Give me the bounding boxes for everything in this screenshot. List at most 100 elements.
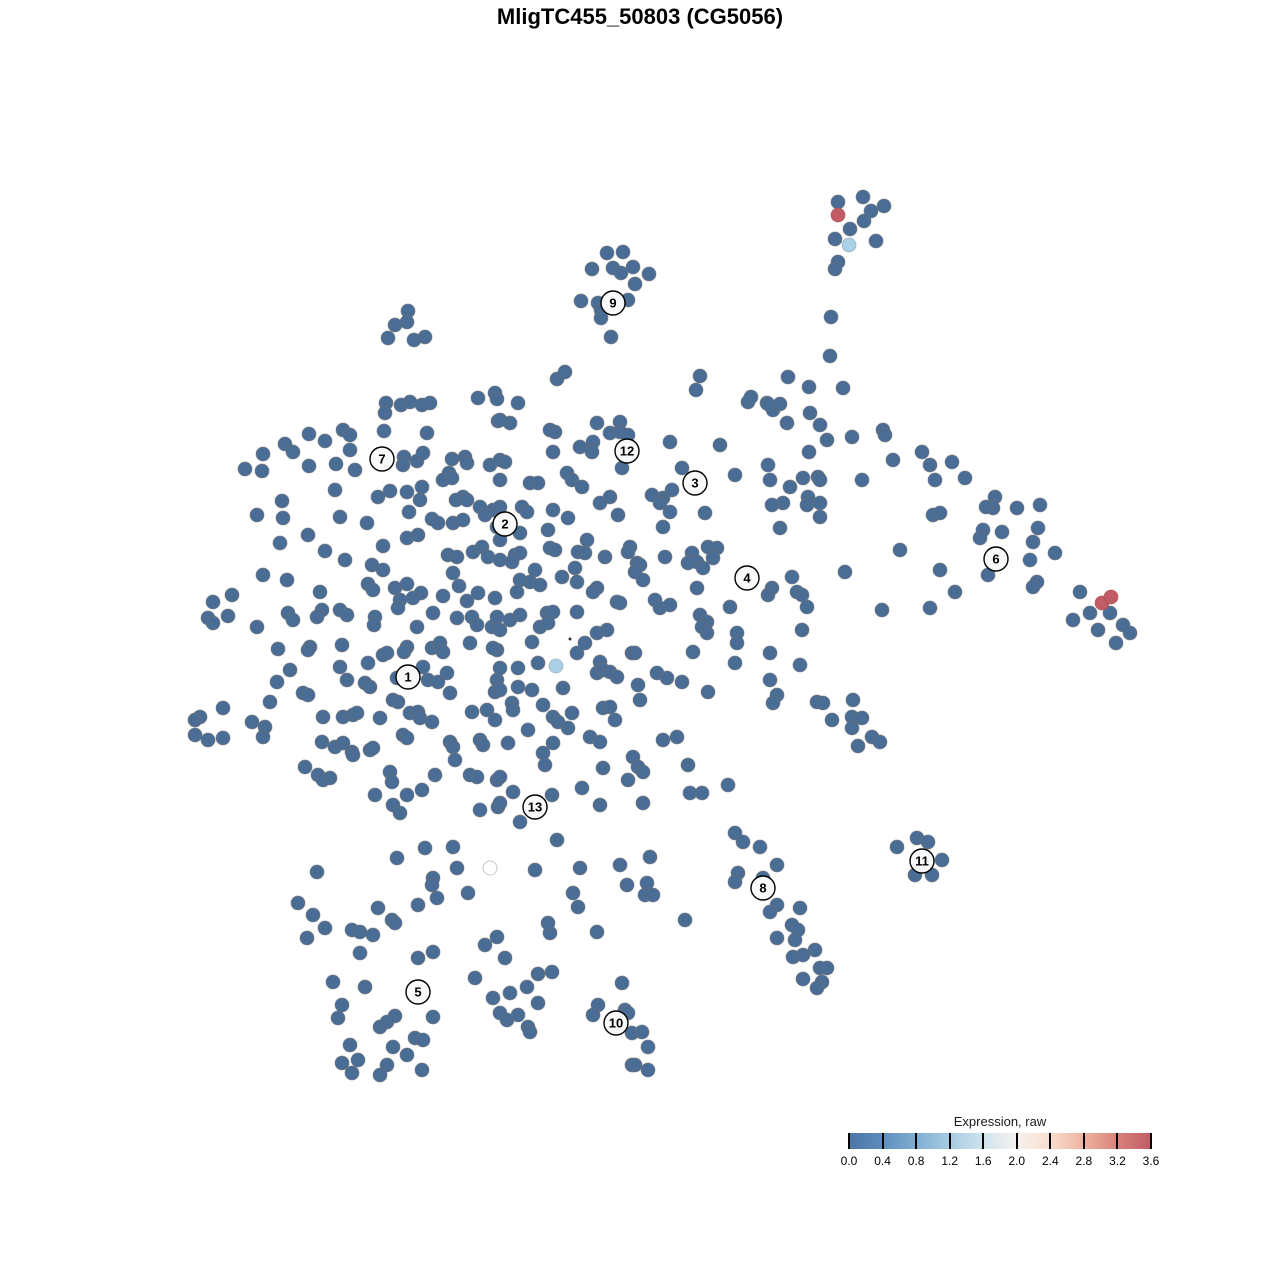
- data-point: [379, 645, 395, 661]
- data-point: [574, 780, 590, 796]
- data-point: [762, 904, 778, 920]
- data-point: [215, 700, 231, 716]
- data-point: [500, 735, 516, 751]
- data-point: [567, 560, 583, 576]
- data-point: [492, 795, 508, 811]
- data-point: [972, 530, 988, 546]
- data-point: [555, 680, 571, 696]
- data-point: [460, 885, 476, 901]
- data-point: [339, 607, 355, 623]
- data-point: [385, 1039, 401, 1055]
- data-point: [317, 920, 333, 936]
- data-point: [469, 617, 485, 633]
- data-point: [854, 472, 870, 488]
- cluster-label-5: 5: [405, 979, 431, 1005]
- data-point: [645, 887, 661, 903]
- data-point: [370, 900, 386, 916]
- data-point: [632, 692, 648, 708]
- cluster-label-10: 10: [603, 1010, 629, 1036]
- data-point: [627, 645, 643, 661]
- data-point: [564, 705, 580, 721]
- legend-tick-label: 3.2: [1109, 1154, 1126, 1168]
- data-point: [417, 840, 433, 856]
- data-point: [569, 645, 585, 661]
- data-point: [872, 734, 888, 750]
- data-point: [532, 577, 548, 593]
- data-point: [366, 617, 382, 633]
- data-point: [524, 634, 540, 650]
- data-point: [944, 454, 960, 470]
- data-point: [850, 738, 866, 754]
- data-point: [390, 694, 406, 710]
- data-point: [544, 787, 560, 803]
- data-point: [275, 510, 291, 526]
- page-title: MligTC455_50803 (CG5056): [496, 4, 784, 29]
- data-point: [255, 446, 271, 462]
- cluster-label-circle: [682, 470, 708, 496]
- data-point: [762, 672, 778, 688]
- data-point: [365, 740, 381, 756]
- data-point: [487, 712, 503, 728]
- data-point: [475, 737, 491, 753]
- cluster-label-circle: [603, 1010, 629, 1036]
- data-point: [410, 950, 426, 966]
- data-point: [489, 391, 505, 407]
- data-point: [635, 764, 651, 780]
- data-point: [595, 760, 611, 776]
- data-point: [359, 515, 375, 531]
- data-point: [874, 602, 890, 618]
- data-point: [584, 261, 600, 277]
- cluster-label-text: 1: [404, 670, 411, 685]
- data-point: [720, 777, 736, 793]
- legend-tick-mark: [982, 1133, 985, 1149]
- data-point: [464, 704, 480, 720]
- data-point: [574, 479, 590, 495]
- data-point: [427, 767, 443, 783]
- data-point: [780, 369, 796, 385]
- data-point: [934, 852, 950, 868]
- data-point: [357, 979, 373, 995]
- data-point: [389, 850, 405, 866]
- data-point: [435, 588, 451, 604]
- data-point: [342, 427, 358, 443]
- data-point: [760, 587, 776, 603]
- data-point: [497, 454, 513, 470]
- data-point: [1082, 605, 1098, 621]
- data-point: [414, 782, 430, 798]
- data-point: [612, 857, 628, 873]
- data-point: [659, 670, 675, 686]
- data-point: [792, 900, 808, 916]
- data-point: [485, 640, 501, 656]
- data-point: [330, 1010, 346, 1026]
- data-point: [568, 637, 572, 641]
- data-point: [470, 585, 486, 601]
- data-point: [299, 930, 315, 946]
- data-point: [823, 309, 839, 325]
- data-point: [510, 395, 526, 411]
- data-point: [334, 997, 350, 1013]
- data-point: [589, 924, 605, 940]
- data-point: [380, 330, 396, 346]
- data-point: [520, 722, 536, 738]
- data-point: [700, 684, 716, 700]
- cluster-label-circle: [983, 546, 1009, 572]
- cluster-label-9: 9: [600, 290, 626, 316]
- cluster-label-circle: [734, 565, 760, 591]
- data-point: [387, 915, 403, 931]
- data-point: [641, 266, 657, 282]
- data-point: [729, 635, 745, 651]
- data-point: [459, 455, 475, 471]
- data-point: [349, 705, 365, 721]
- data-point: [592, 797, 608, 813]
- data-point: [422, 395, 438, 411]
- data-point: [1102, 605, 1118, 621]
- data-point: [652, 495, 668, 511]
- data-point: [922, 457, 938, 473]
- data-point: [1032, 497, 1048, 513]
- data-point: [424, 877, 440, 893]
- data-point: [377, 405, 393, 421]
- data-point: [285, 444, 301, 460]
- data-point: [352, 945, 368, 961]
- data-point: [573, 293, 589, 309]
